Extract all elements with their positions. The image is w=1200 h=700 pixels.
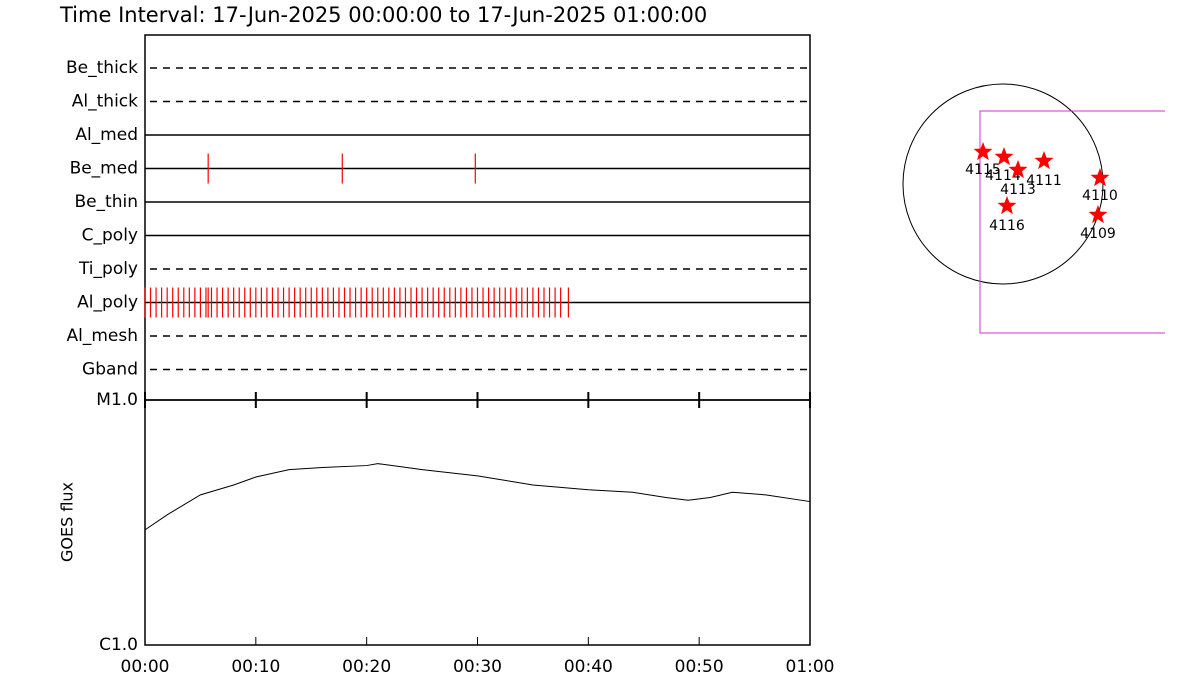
x-tick-label: 00:00 xyxy=(121,657,170,677)
chart-title: Time Interval: 17-Jun-2025 00:00:00 to 1… xyxy=(59,3,707,27)
region-label: 4109 xyxy=(1080,226,1116,242)
region-label: 4111 xyxy=(1026,173,1062,189)
x-tick-label: 00:30 xyxy=(453,657,502,677)
region-star xyxy=(1034,151,1054,170)
region-star xyxy=(1008,160,1028,179)
region-label: 4110 xyxy=(1082,188,1118,204)
row-label: Al_mesh xyxy=(66,326,138,346)
x-tick-label: 00:40 xyxy=(564,657,613,677)
row-label: Be_thick xyxy=(66,58,138,78)
row-label: C_poly xyxy=(82,226,138,246)
row-label: Be_thin xyxy=(74,192,138,212)
row-label: Al_poly xyxy=(77,293,138,313)
y-tick-label: M1.0 xyxy=(96,390,138,410)
region-label: 4114 xyxy=(985,168,1021,184)
row-label: Ti_poly xyxy=(78,259,138,279)
row-label: Al_thick xyxy=(72,92,138,112)
row-label: Be_med xyxy=(70,159,138,179)
x-tick-label: 00:50 xyxy=(675,657,724,677)
row-label: Gband xyxy=(82,360,138,380)
region-star xyxy=(1090,168,1110,187)
x-tick-label: 00:20 xyxy=(342,657,391,677)
region-label: 4113 xyxy=(1000,182,1036,198)
row-label: Al_med xyxy=(75,125,138,145)
region-star xyxy=(994,147,1014,166)
region-star xyxy=(1088,205,1108,224)
goes-frame xyxy=(144,399,811,646)
region-star xyxy=(973,142,993,161)
region-star xyxy=(997,196,1017,215)
y-tick-label: C1.0 xyxy=(99,635,138,655)
x-tick-label: 00:10 xyxy=(231,657,280,677)
y-axis-label: GOES flux xyxy=(58,482,77,562)
x-tick-label: 01:00 xyxy=(786,657,835,677)
field-of-view xyxy=(979,110,1165,334)
timeline-frame xyxy=(144,34,811,401)
region-label: 4116 xyxy=(989,218,1025,234)
region-label: 4115 xyxy=(965,162,1001,178)
goes-curve xyxy=(144,463,811,531)
